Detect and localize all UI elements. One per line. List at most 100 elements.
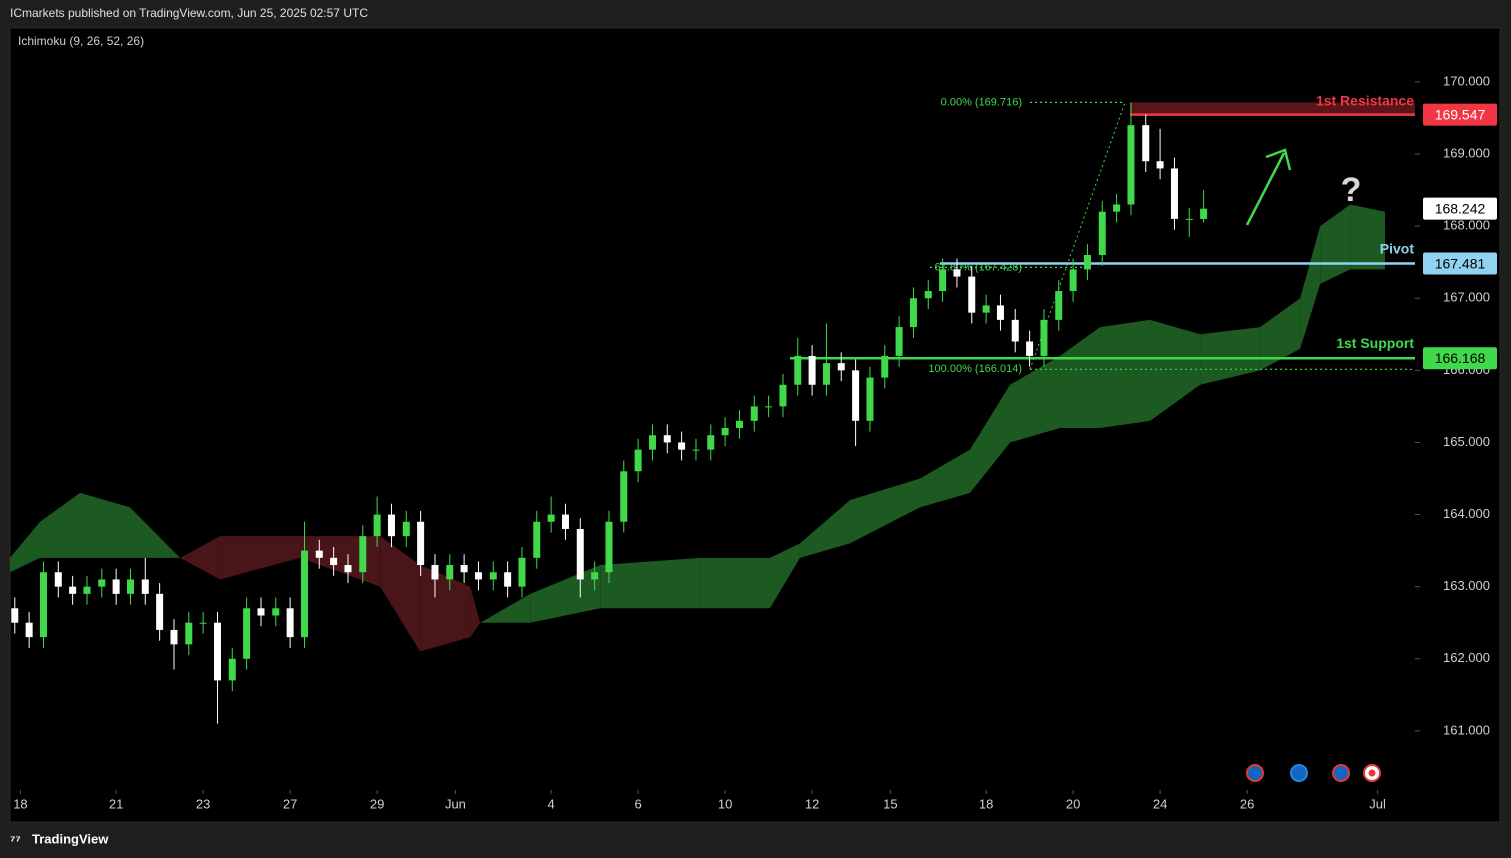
candle-body: [373, 514, 381, 537]
x-tick-label: 18: [13, 796, 27, 811]
candle-body: [620, 471, 628, 522]
ichimoku-cloud: [919, 449, 971, 508]
candle-body: [417, 521, 425, 566]
resistance-zone: [1130, 102, 1415, 115]
candle-body: [779, 384, 787, 407]
ichimoku-cloud: [970, 384, 1011, 493]
candle-body: [895, 327, 903, 356]
candle-body: [359, 536, 367, 573]
candle-body: [1142, 125, 1150, 162]
candle-body: [1098, 211, 1106, 255]
candle-body: [561, 514, 569, 529]
candle-body: [866, 377, 874, 421]
candle-body: [1069, 269, 1077, 292]
candle-body: [794, 355, 802, 385]
footer-brand: TradingView: [32, 831, 109, 846]
candle-body: [1156, 161, 1164, 169]
candle-body: [156, 593, 164, 630]
support-price-box: [1423, 347, 1497, 370]
y-tick-label: 162.000: [1443, 650, 1490, 665]
candle-body: [1170, 168, 1178, 219]
candle-body: [648, 435, 656, 450]
candle-body: [707, 435, 715, 450]
event-icon[interactable]: [1246, 764, 1264, 782]
candle-body: [199, 622, 207, 624]
y-tick-label: 161.000: [1443, 722, 1490, 737]
candle-body: [170, 629, 178, 645]
candle-body: [141, 579, 149, 594]
support-price-label: 166.168: [1435, 350, 1486, 366]
candle-body: [431, 565, 439, 580]
ichimoku-cloud: [700, 557, 770, 609]
last-price-box: [1423, 197, 1497, 220]
candle-body: [1113, 204, 1121, 212]
event-icon-dot: [1368, 769, 1376, 777]
candle-body: [344, 565, 352, 573]
event-icon[interactable]: [1332, 764, 1350, 782]
ichimoku-cloud: [10, 521, 41, 573]
plot-background: [9, 27, 1501, 823]
level-label: Pivot: [1380, 240, 1415, 256]
x-tick-label: 26: [1240, 796, 1254, 811]
indicator-label: Ichimoku (9, 26, 52, 26): [18, 34, 144, 48]
x-tick-label: 23: [196, 796, 210, 811]
publisher-line: ICmarkets published on TradingView.com, …: [10, 6, 368, 20]
x-tick-label: 21: [109, 796, 123, 811]
candle-body: [968, 276, 976, 313]
ichimoku-cloud: [1100, 319, 1151, 429]
candle-body: [446, 565, 454, 580]
ichimoku-cloud: [1350, 204, 1385, 270]
resistance-price-box: [1423, 103, 1497, 126]
ichimoku-cloud: [480, 593, 531, 623]
pivot-price-box: [1423, 252, 1497, 275]
candle-body: [257, 608, 265, 616]
y-tick-label: 163.000: [1443, 578, 1490, 593]
ichimoku-cloud: [1300, 226, 1321, 349]
arrow: [1245, 148, 1292, 226]
ichimoku-cloud: [1200, 327, 1261, 385]
candle-body: [518, 557, 526, 587]
candle-body: [1185, 218, 1193, 220]
x-tick-label: 18: [979, 796, 993, 811]
candle-body: [678, 442, 686, 450]
candle-body: [39, 572, 47, 638]
level-label: 1st Resistance: [1316, 92, 1414, 108]
candle-body: [25, 622, 33, 638]
candle-body: [663, 435, 671, 443]
candle-body: [750, 406, 758, 421]
candle-body: [996, 305, 1004, 320]
x-tick-label: 6: [635, 796, 642, 811]
x-tick-label: Jun: [445, 796, 466, 811]
candle-body: [54, 572, 62, 587]
candle-body: [69, 586, 77, 594]
candle-body: [765, 406, 773, 408]
ichimoku-cloud: [799, 500, 850, 558]
candle-body: [83, 586, 91, 594]
candle-body: [272, 608, 280, 616]
candle-body: [286, 608, 294, 638]
candle-body: [185, 622, 193, 645]
ichimoku-cloud: [1260, 298, 1301, 371]
x-tick-label: 20: [1066, 796, 1080, 811]
candle-body: [489, 572, 497, 580]
resistance-price-label: 169.547: [1435, 106, 1486, 122]
arrow-head: [1265, 148, 1292, 171]
candle-body: [11, 608, 19, 623]
candle-body: [852, 370, 860, 421]
ichimoku-cloud: [600, 557, 701, 609]
x-tick-label: 12: [805, 796, 819, 811]
y-tick-label: 168.000: [1443, 218, 1490, 233]
x-tick-label: 29: [370, 796, 384, 811]
ichimoku-cloud: [1010, 355, 1061, 443]
candle-body: [822, 363, 830, 385]
candle-body: [953, 269, 961, 277]
candle-body: [98, 579, 106, 587]
candle-body: [547, 514, 555, 522]
candle-body: [533, 521, 541, 558]
x-tick-label: 10: [718, 796, 732, 811]
event-icon[interactable]: [1290, 764, 1308, 782]
y-tick-label: 164.000: [1443, 506, 1490, 521]
candle-body: [1011, 319, 1019, 342]
candle-body: [330, 557, 338, 566]
